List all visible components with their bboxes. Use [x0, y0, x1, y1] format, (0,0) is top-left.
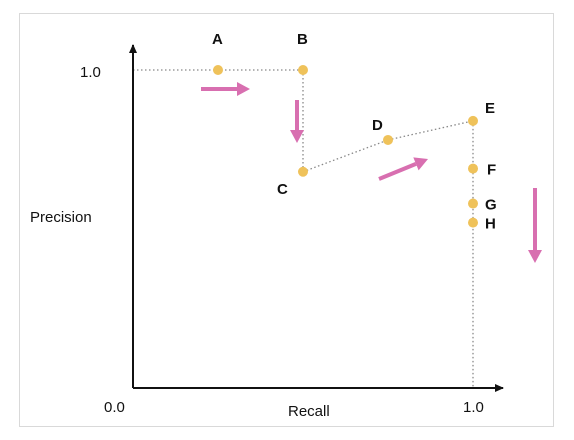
c-to-d-line: [302, 139, 389, 173]
point-e: [468, 115, 478, 126]
point-label-c: C: [277, 181, 288, 198]
arrow-down-2: [290, 100, 304, 143]
point-h: [468, 217, 478, 228]
data-points: [213, 65, 478, 228]
point-label-b: B: [297, 31, 308, 48]
figure-frame: [19, 13, 554, 427]
point-f: [468, 163, 478, 174]
point-labels: A B C D E F GH: [212, 31, 497, 233]
point-label-e: E: [485, 100, 495, 117]
point-label-g: G: [485, 197, 497, 214]
point-b: [298, 65, 308, 75]
point-label-a: A: [212, 31, 223, 48]
x-max-label: 1.0: [463, 399, 484, 416]
flow-arrows: [201, 82, 542, 263]
y-max-label: 1.0: [80, 64, 101, 81]
point-label-d: D: [372, 117, 383, 134]
arrow-right-1: [201, 82, 250, 96]
arrow-down-4: [528, 188, 542, 263]
point-d: [383, 134, 393, 145]
d-to-e-line: [387, 120, 474, 141]
point-label-f: F: [487, 162, 496, 179]
arrow-up-right-3: [378, 157, 428, 181]
point-a: [213, 65, 223, 75]
point-c: [298, 166, 308, 177]
origin-label: 0.0: [104, 399, 125, 416]
point-label-h: H: [485, 216, 496, 233]
dotted-lines: [133, 69, 474, 388]
x-axis-label: Recall: [288, 403, 330, 420]
point-g: [468, 198, 478, 209]
y-axis-label: Precision: [30, 209, 92, 226]
